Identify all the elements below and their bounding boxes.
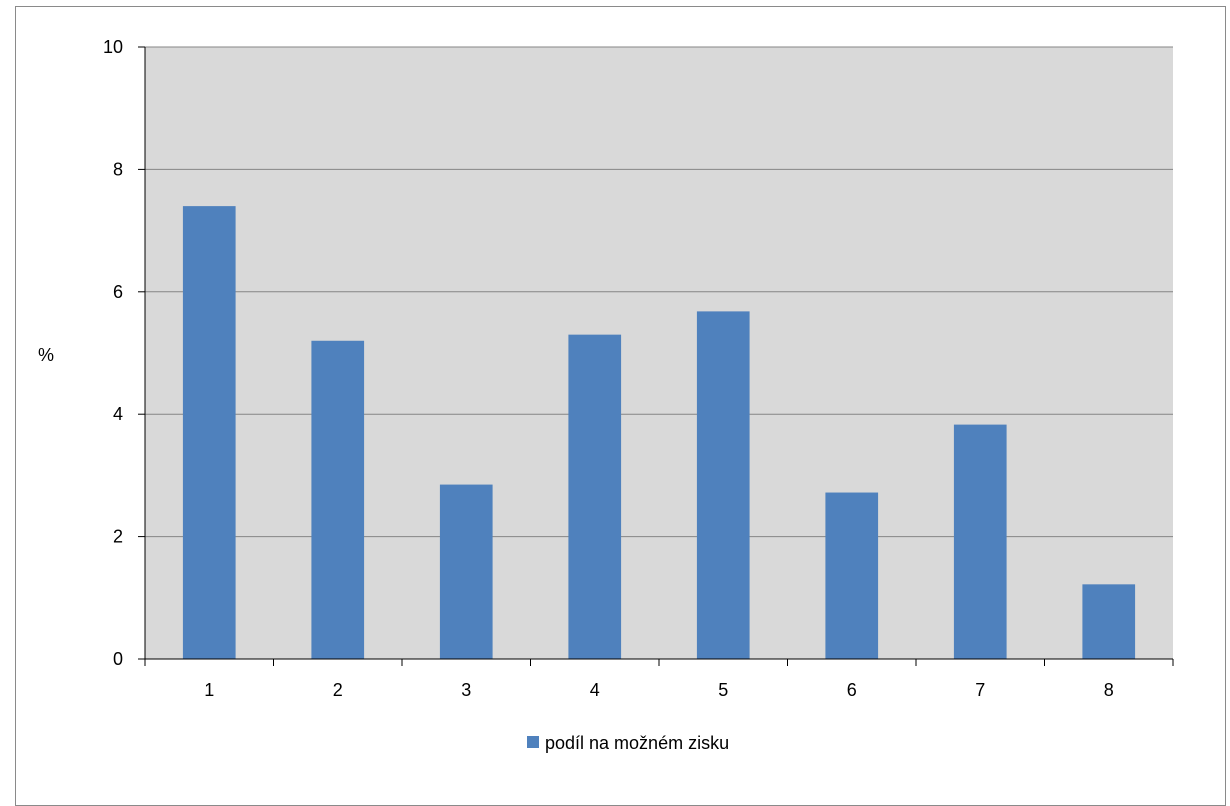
- y-tick-label: 8: [113, 159, 123, 179]
- x-tick-label: 8: [1104, 680, 1114, 700]
- y-tick-label: 10: [103, 37, 123, 57]
- bar: [953, 424, 1007, 659]
- bars: [182, 206, 1136, 659]
- legend-label: podíl na možném zisku: [545, 733, 729, 753]
- x-tick-label: 2: [333, 680, 343, 700]
- axes: [138, 46, 1174, 666]
- x-tick-label: 3: [461, 680, 471, 700]
- bar: [825, 492, 879, 659]
- x-tick-label: 7: [975, 680, 985, 700]
- bar: [696, 311, 750, 659]
- x-tick-label: 4: [590, 680, 600, 700]
- x-tick-label: 1: [204, 680, 214, 700]
- bar: [439, 484, 493, 659]
- bar: [1082, 584, 1136, 659]
- y-axis-title: %: [38, 345, 54, 365]
- y-tick-label: 4: [113, 404, 123, 424]
- bar: [311, 340, 365, 659]
- x-tick-labels: 1 2 3 4 5 6 7 8: [204, 680, 1114, 700]
- x-tick-label: 6: [847, 680, 857, 700]
- legend: podíl na možném zisku: [527, 733, 729, 753]
- plot-area: [145, 47, 1173, 659]
- bar: [568, 334, 622, 659]
- y-tick-label: 2: [113, 527, 123, 547]
- y-tick-labels: 0 2 4 6 8 10: [103, 37, 123, 669]
- y-tick-label: 6: [113, 282, 123, 302]
- x-tick-label: 5: [718, 680, 728, 700]
- legend-swatch: [527, 736, 539, 748]
- bar: [182, 206, 236, 659]
- y-tick-label: 0: [113, 649, 123, 669]
